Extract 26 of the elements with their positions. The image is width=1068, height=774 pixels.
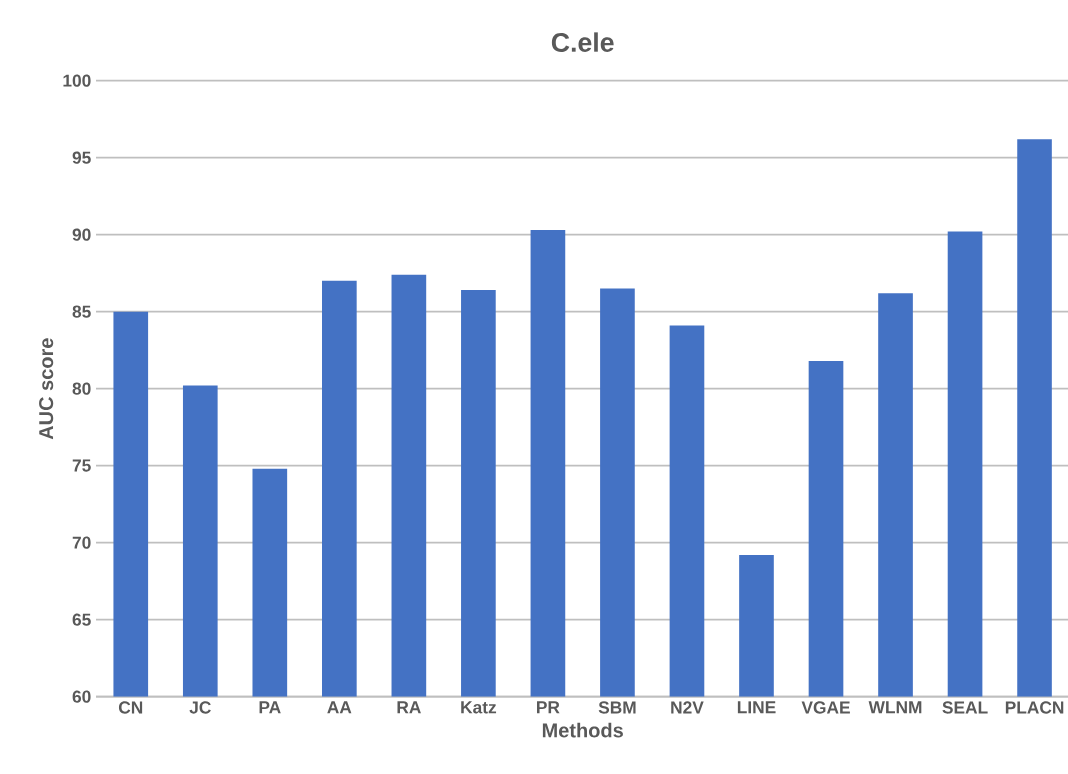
y-axis-title: AUC score — [39, 338, 54, 440]
y-tick-label: 90 — [72, 228, 91, 241]
y-tick-label: 95 — [72, 151, 91, 164]
x-tick-label: PLACN — [1005, 701, 1064, 714]
y-tick-label: 85 — [72, 305, 91, 318]
x-tick-label: AA — [327, 701, 352, 714]
x-tick-label: VGAE — [801, 701, 850, 714]
y-tick-label: 70 — [72, 536, 91, 549]
chart-title: C.ele — [551, 32, 614, 52]
x-tick-label: PA — [259, 701, 281, 714]
y-tick-label: 60 — [72, 690, 91, 703]
x-tick-label: JC — [189, 701, 211, 714]
y-tick-label: 75 — [72, 459, 91, 472]
x-tick-label: PR — [537, 701, 560, 714]
y-tick-label: 65 — [72, 613, 91, 626]
x-axis-title: Methods — [542, 722, 623, 738]
x-tick-label: LINE — [737, 701, 776, 714]
y-tick-label: 80 — [72, 382, 91, 395]
x-tick-label: CN — [118, 701, 143, 714]
x-tick-label: WLNM — [868, 701, 922, 714]
x-tick-label: N2V — [671, 701, 704, 714]
x-tick-label: SBM — [598, 701, 636, 714]
x-tick-label: RA — [397, 701, 421, 714]
y-tick-label: 100 — [63, 74, 91, 87]
x-tick-label: SEAL — [942, 701, 988, 714]
x-tick-label: Katz — [461, 701, 497, 714]
